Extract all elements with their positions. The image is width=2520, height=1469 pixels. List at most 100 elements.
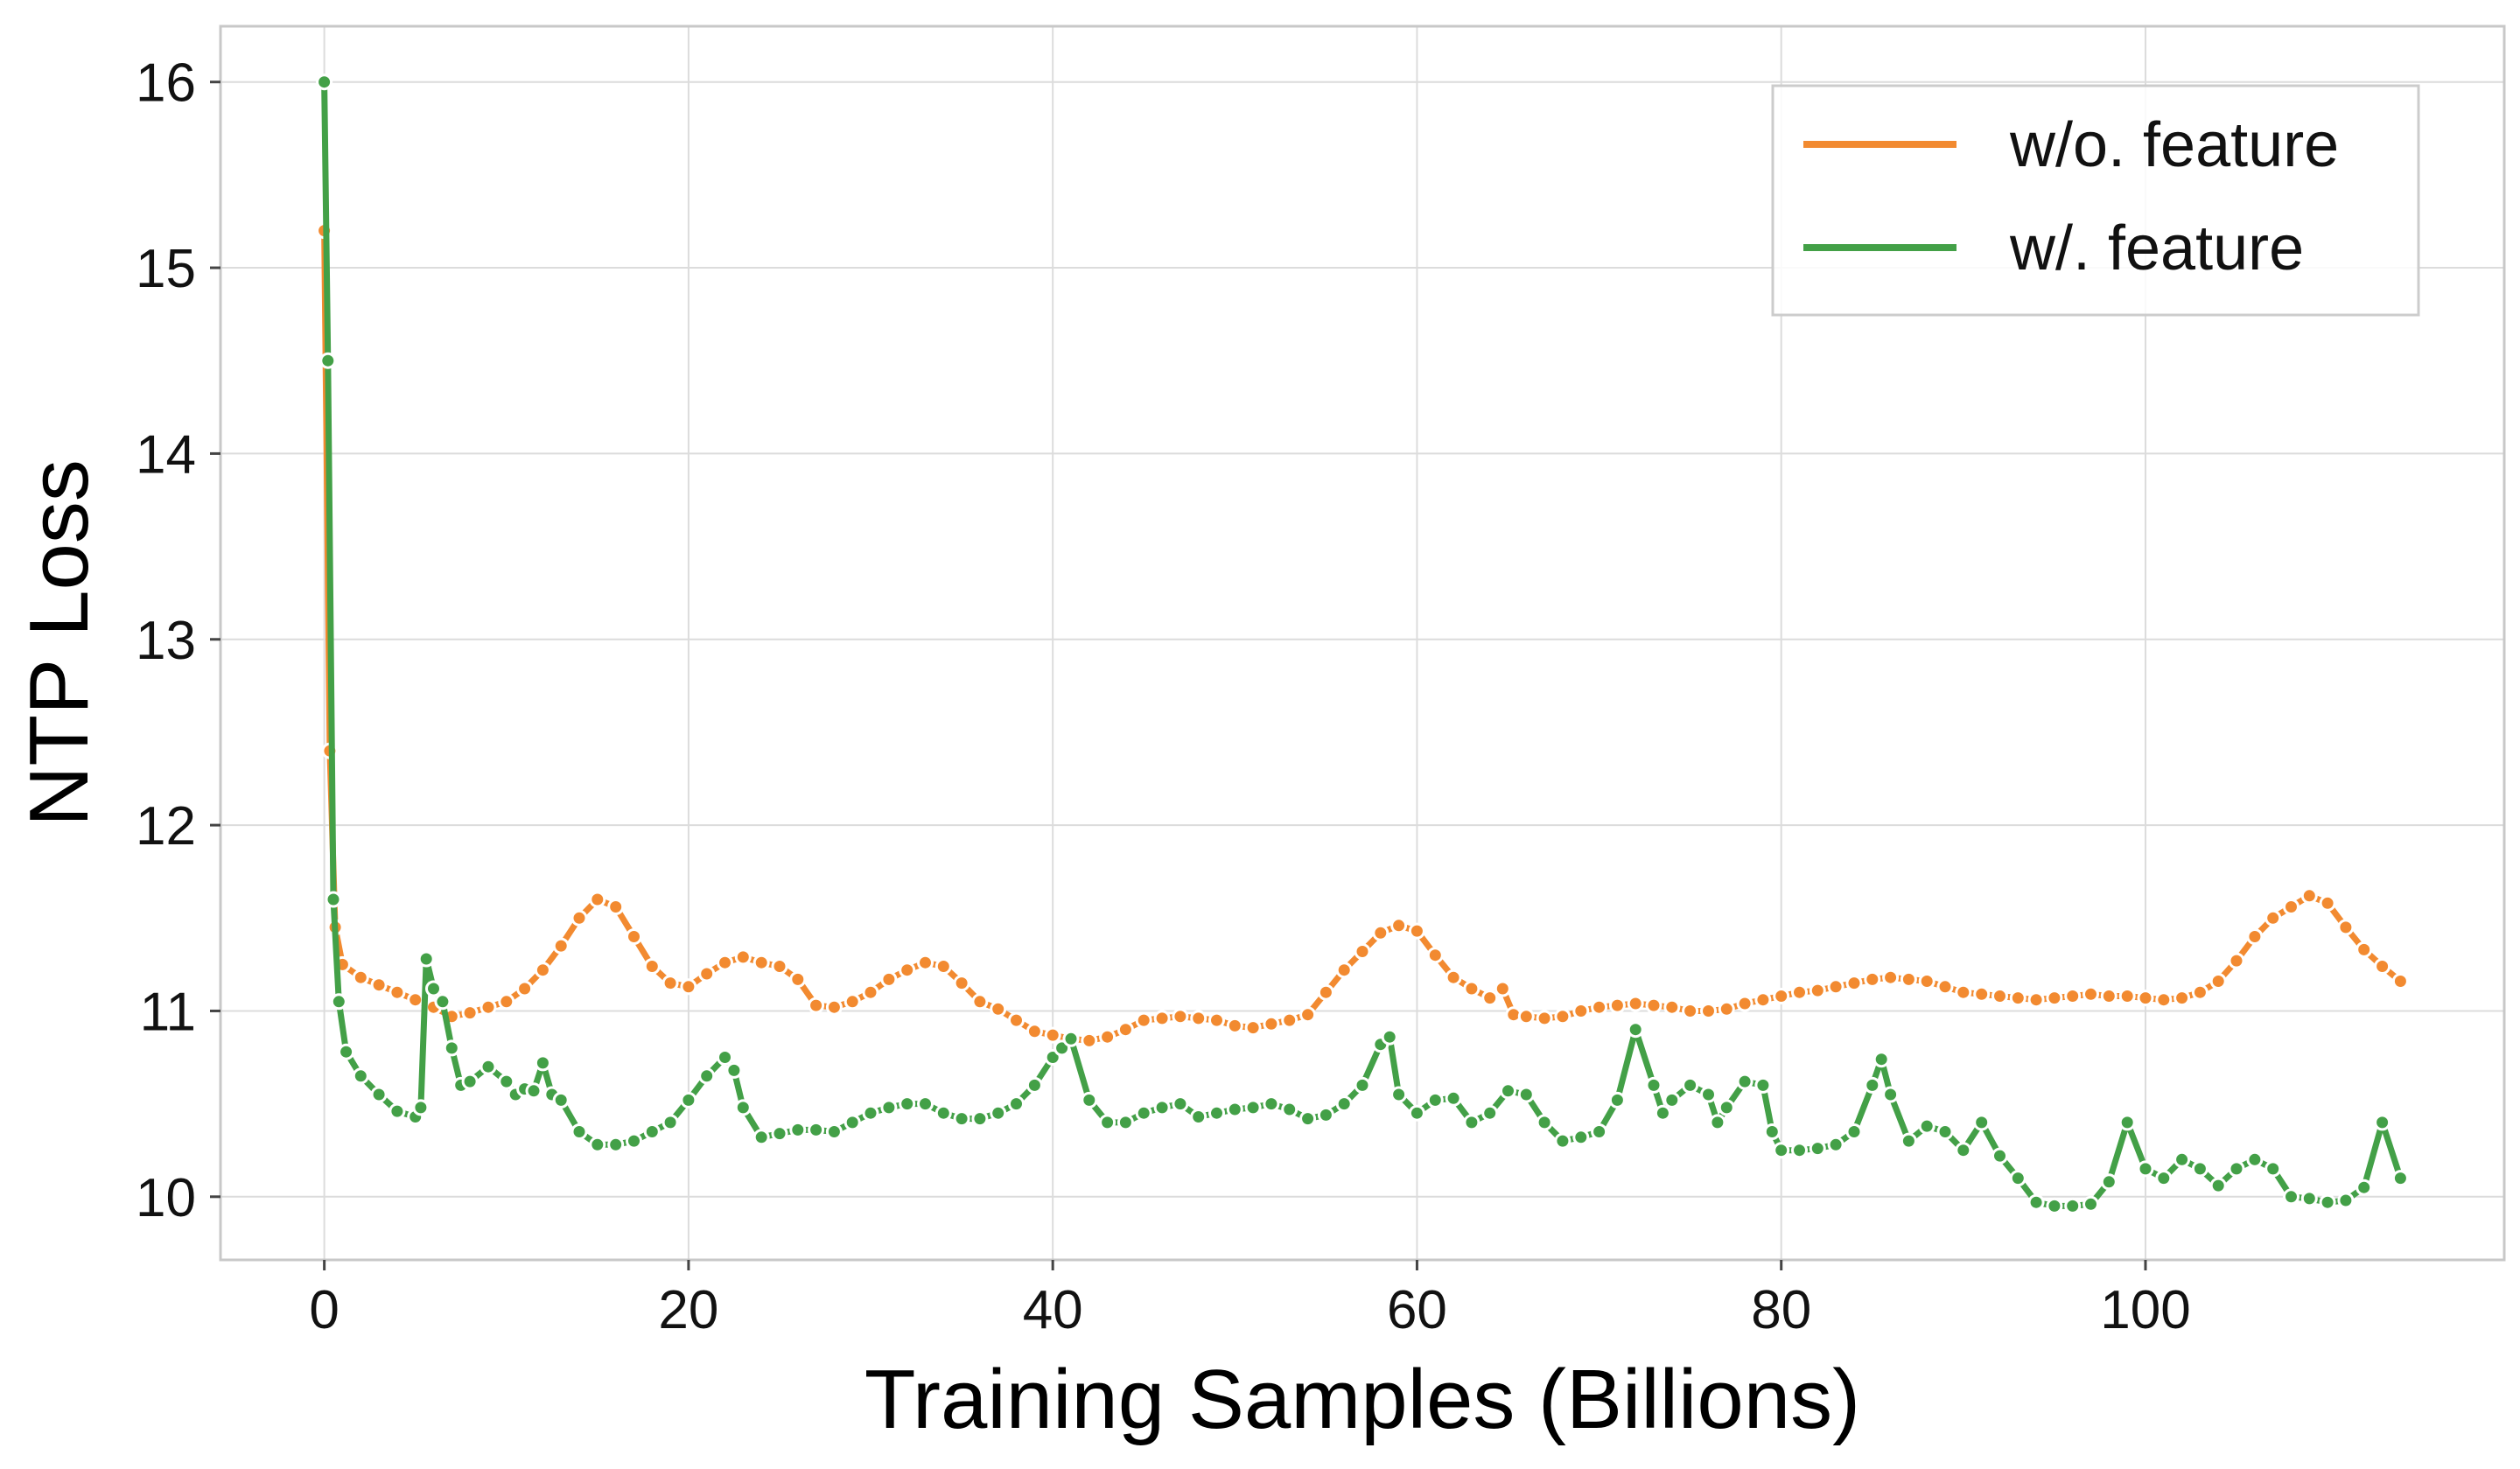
data-point xyxy=(1791,1142,1808,1159)
data-point xyxy=(880,970,898,988)
data-point xyxy=(725,1061,743,1079)
data-point xyxy=(1827,978,1844,996)
data-point xyxy=(1445,1089,1462,1107)
data-point xyxy=(1663,1091,1681,1109)
data-point xyxy=(1153,1010,1171,1027)
data-point xyxy=(1172,1095,1189,1113)
grid xyxy=(220,26,2504,1260)
data-point xyxy=(2118,1114,2136,1131)
data-point xyxy=(2283,1188,2300,1206)
data-point xyxy=(2356,941,2373,958)
data-point xyxy=(2337,919,2355,936)
data-point xyxy=(2174,990,2191,1007)
data-point xyxy=(570,1123,588,1140)
data-point xyxy=(2137,1160,2154,1178)
data-point xyxy=(1208,1104,1225,1122)
data-point xyxy=(1918,1117,1936,1135)
data-point xyxy=(1754,1076,1772,1094)
data-point xyxy=(1608,997,1626,1014)
data-point xyxy=(734,948,752,966)
data-point xyxy=(844,1114,861,1131)
data-point xyxy=(552,937,570,955)
data-point xyxy=(1426,947,1444,964)
data-point xyxy=(330,993,347,1011)
data-point xyxy=(1554,1008,1572,1025)
data-point xyxy=(388,1102,406,1120)
data-point xyxy=(1263,1095,1280,1113)
data-point xyxy=(1591,1123,1608,1140)
data-point xyxy=(1317,1106,1334,1123)
data-point xyxy=(771,958,788,975)
data-point xyxy=(1736,995,1754,1012)
data-point xyxy=(2082,985,2099,1003)
data-point xyxy=(1872,1051,1890,1068)
data-point xyxy=(1992,1147,2008,1165)
data-point xyxy=(2064,1197,2082,1214)
data-point xyxy=(1627,995,1644,1012)
x-tick-label: 60 xyxy=(1387,1280,1447,1340)
data-point xyxy=(1718,1000,1735,1018)
data-point xyxy=(1992,988,2008,1004)
data-point xyxy=(626,1132,642,1150)
data-point xyxy=(808,997,825,1014)
data-point xyxy=(1008,1011,1025,1029)
data-point xyxy=(2264,909,2282,927)
data-point xyxy=(480,1058,497,1075)
data-point xyxy=(862,983,879,1001)
data-point xyxy=(662,975,679,992)
data-point xyxy=(1062,1030,1080,1047)
data-point xyxy=(1654,1104,1671,1122)
data-point xyxy=(1936,978,1954,996)
data-point xyxy=(412,1099,430,1116)
data-point xyxy=(1918,973,1936,990)
data-point xyxy=(1645,1076,1662,1094)
data-point xyxy=(1608,1091,1626,1109)
x-tick-label: 0 xyxy=(309,1280,339,1340)
data-point xyxy=(1481,1104,1499,1122)
data-point xyxy=(2300,887,2318,905)
series-line-w-o-feature xyxy=(321,227,2404,1044)
data-point xyxy=(480,998,497,1016)
data-point xyxy=(2064,988,2082,1004)
data-point xyxy=(1099,1114,1116,1131)
y-tick-label: 14 xyxy=(136,424,196,485)
data-point xyxy=(1354,943,1371,960)
data-point xyxy=(698,965,716,983)
data-point xyxy=(1864,970,1881,988)
data-point xyxy=(1536,1010,1553,1027)
y-tick-label: 15 xyxy=(136,239,196,299)
data-point xyxy=(498,1073,515,1090)
data-point xyxy=(352,969,369,986)
data-point xyxy=(1682,1076,1699,1094)
data-point xyxy=(1955,983,1972,1001)
data-point xyxy=(1190,1010,1208,1027)
data-point xyxy=(1135,1104,1152,1122)
data-point xyxy=(607,899,625,915)
data-point xyxy=(1773,1142,1790,1159)
data-point xyxy=(1773,988,1790,1004)
x-tick-label: 80 xyxy=(1751,1280,1811,1340)
data-point xyxy=(1281,1011,1298,1029)
data-point xyxy=(425,980,442,997)
data-point xyxy=(516,980,534,997)
data-point xyxy=(2046,990,2063,1007)
data-point xyxy=(1827,1136,1844,1153)
y-tick-label: 16 xyxy=(136,53,196,114)
data-point xyxy=(825,998,843,1016)
data-point xyxy=(1463,1114,1480,1131)
data-point xyxy=(1026,1023,1043,1040)
data-point xyxy=(1335,1095,1353,1113)
data-point xyxy=(417,950,435,968)
data-point xyxy=(2118,988,2136,1004)
y-tick-label: 13 xyxy=(136,611,196,671)
data-point xyxy=(316,73,333,91)
data-point xyxy=(1973,985,1991,1003)
data-point xyxy=(2209,973,2227,990)
data-point xyxy=(643,958,661,975)
data-point xyxy=(570,909,588,927)
data-point xyxy=(1081,1032,1098,1049)
data-point xyxy=(2391,973,2409,990)
data-point xyxy=(2300,1190,2318,1207)
x-tick-label: 20 xyxy=(658,1280,718,1340)
y-tick-label: 12 xyxy=(136,796,196,857)
